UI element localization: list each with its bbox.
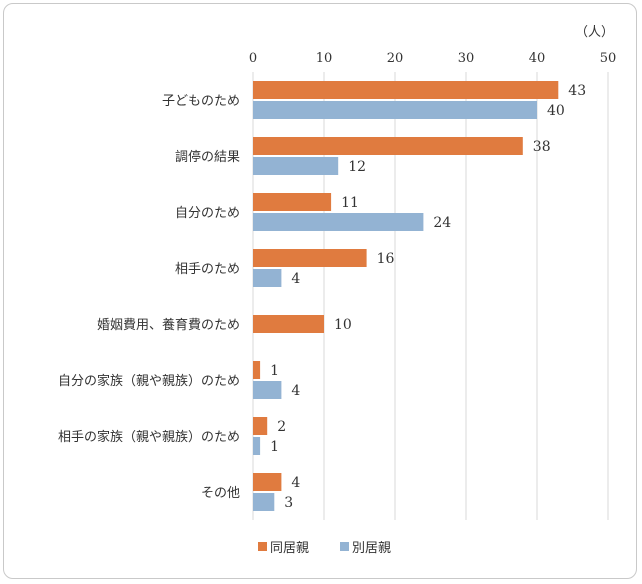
data-label: 24 [433,215,451,231]
data-label: 1 [270,363,279,379]
bar-series1 [253,193,332,211]
data-label: 3 [284,495,293,511]
legend: 同居親 別居親 [258,541,391,556]
x-tick-label: 50 [600,51,617,66]
x-tick-label: 40 [529,51,546,66]
data-label: 10 [334,317,352,333]
bar-series1 [253,361,261,379]
x-tick-label: 10 [316,51,333,66]
data-label: 1 [270,439,279,455]
legend-label: 同居親 [270,541,309,556]
category-label: 婚姻費用、養育費のため [97,317,240,333]
unit-label: （人） [575,25,614,40]
bar-series2 [253,157,339,175]
category-labels: 子どものため調停の結果自分のため相手のため婚姻費用、養育費のため自分の家族（親や… [58,94,240,501]
data-label: 40 [547,103,565,119]
legend-swatch [258,542,267,551]
data-label: 4 [291,271,300,287]
legend-label: 別居親 [352,541,391,556]
bar-series2 [253,213,424,231]
category-label: その他 [201,486,240,501]
data-label: 43 [568,83,586,99]
data-label: 11 [341,195,359,211]
bar-series2 [253,101,537,119]
legend-swatch [340,542,349,551]
bars [253,81,559,511]
data-label: 4 [291,475,300,491]
bar-series1 [253,473,282,491]
bar-series2 [253,269,282,287]
bar-series1 [253,249,367,267]
x-tick-label: 20 [387,51,404,66]
data-label: 38 [533,139,551,155]
bar-series1 [253,81,559,99]
x-tick-label: 30 [458,51,475,66]
category-label: 相手の家族（親や親族）のため [58,429,240,445]
bar-series2 [253,381,282,399]
data-label: 12 [348,159,366,175]
data-label: 2 [277,419,286,435]
bar-series1 [253,137,523,155]
bar-series2 [253,437,261,455]
category-label: 自分のため [175,206,240,221]
data-label: 4 [291,383,300,399]
category-label: 相手のため [175,262,240,277]
data-label: 16 [377,251,395,267]
category-label: 自分の家族（親や親族）のため [58,373,240,389]
bar-series1 [253,417,268,435]
bar-series2 [253,493,275,511]
category-label: 子どものため [162,94,240,109]
category-label: 調停の結果 [175,149,240,165]
bar-series1 [253,315,324,333]
x-axis-ticks: 0 10 20 30 40 50 [249,51,616,66]
x-tick-label: 0 [249,51,257,66]
